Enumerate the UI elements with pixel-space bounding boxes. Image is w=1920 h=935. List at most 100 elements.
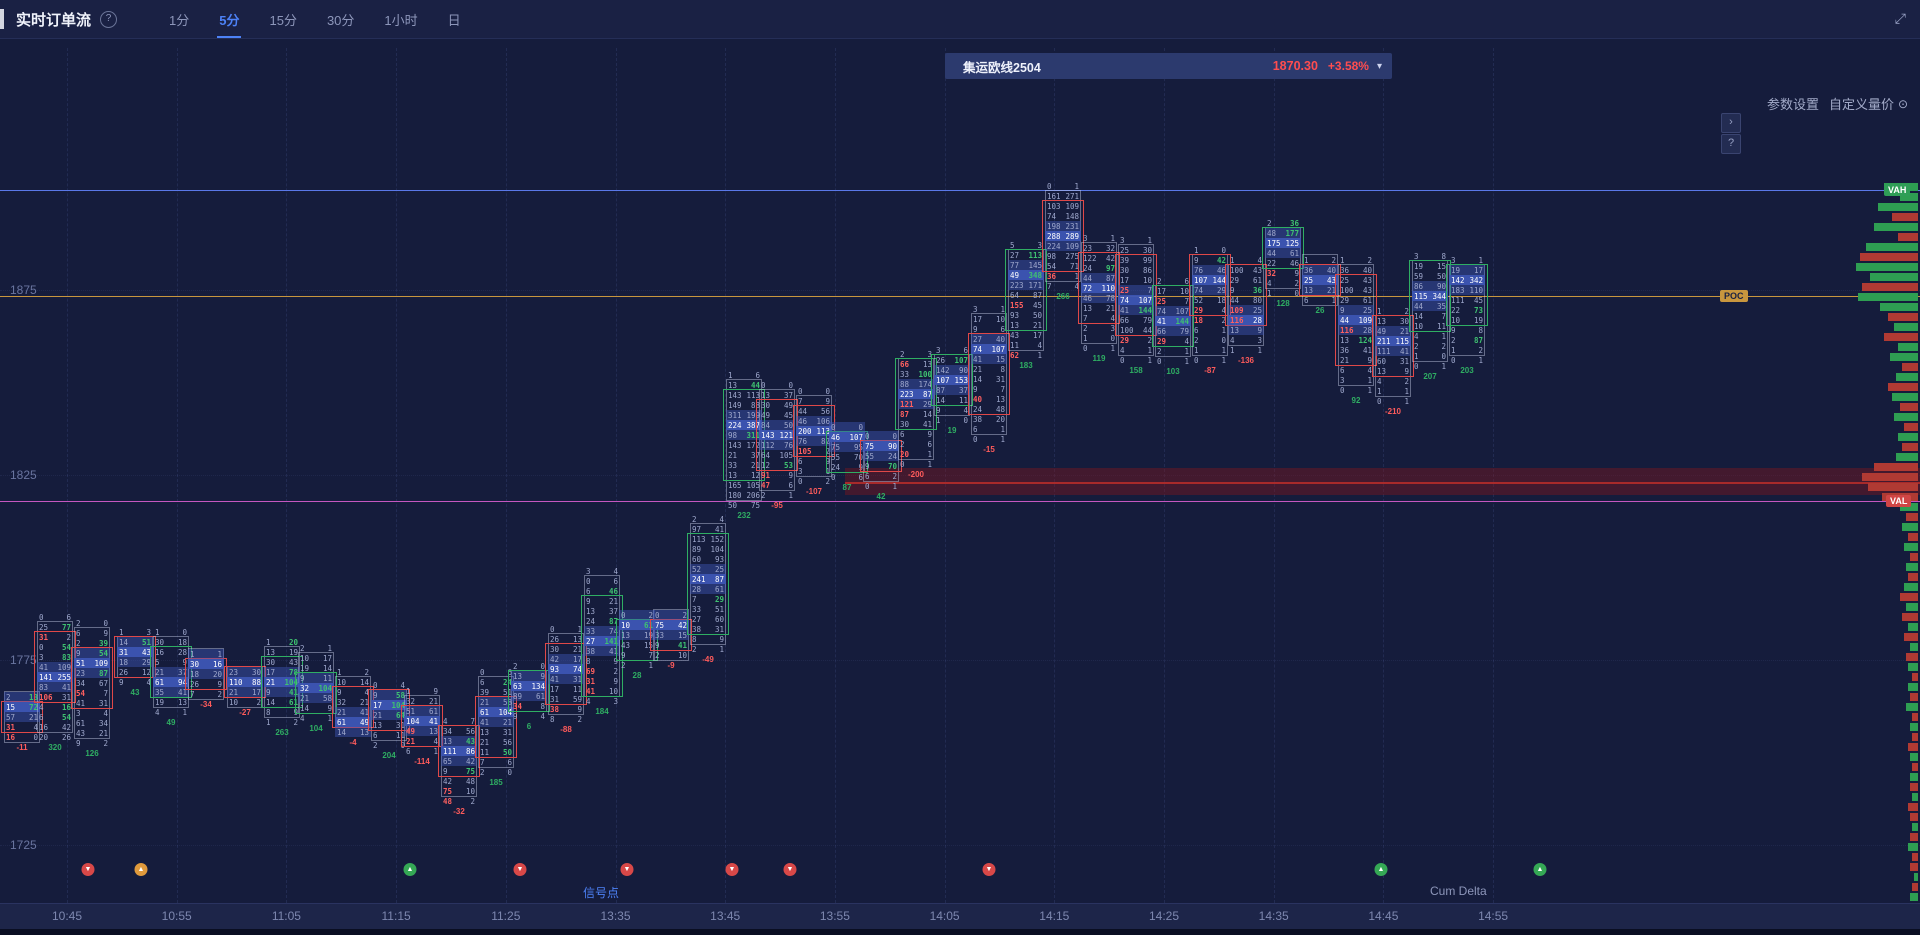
footprint-candle[interactable]: 1 0 30 18 16 28 5 9 21 37 61 94 35 41 19 13 4 1 49 <box>150 627 192 727</box>
footprint-candle[interactable]: 0 0 13 37 30 49 49 45 84 50 143 121 112 76 64 105 12 53 91… <box>756 380 798 510</box>
signal-marker-icon[interactable]: ▼ <box>725 863 739 876</box>
footprint-cell: 6 24 <box>480 677 512 687</box>
volume-profile-bar <box>1904 423 1918 431</box>
footprint-cell: 39 99 <box>1120 255 1152 265</box>
footprint-candle[interactable]: 0 1 26 13 30 21 42 17 93 74 41 31 17 11 31 59 38 9 8 2 -88 <box>545 624 587 734</box>
footprint-cell: 72 110 <box>1081 283 1117 293</box>
footprint-candle[interactable]: 3 1 23 32 122 42 24 97 44 87 72 110 46 78 13 21 7 4 2 3 1 0 0 1… <box>1078 233 1120 363</box>
left-edge-handle[interactable] <box>0 9 4 29</box>
footprint-candle[interactable]: 3 6 26 107 142 90 107 153 87 37 14 11 9 4 1 0 19 <box>931 345 973 435</box>
footprint-candle[interactable]: 0 2 75 42 33 15 9 41 2 10 -9 <box>650 609 692 670</box>
footprint-candle[interactable]: 1 3 14 51 31 43 18 29 26 12 9 4 43 <box>114 627 156 697</box>
footprint-cell: 43 15 <box>621 640 653 650</box>
footprint-candle[interactable]: 3 4 0 6 6 46 9 21 13 37 24 87 33 74 27 141 38 41 8 9 69 2 31 9 4… <box>581 566 623 716</box>
footprint-cell: 52 18 <box>1194 295 1226 305</box>
volume-profile-bar <box>1908 533 1918 541</box>
signal-marker-icon[interactable]: ▼ <box>81 863 95 876</box>
timeframe-tab-6[interactable]: 日 <box>447 12 461 28</box>
footprint-cell: 14 9 <box>300 703 332 713</box>
footprint-candle[interactable]: 3 1 25 30 39 99 30 86 17 10 25 7 74 107 41 144 66 79 100 44… <box>1115 235 1157 375</box>
footprint-candle[interactable]: 2 0 6 9 2 39 9 54 51 109 23 87 34 67 54 7 41 31 3 4 61 34 43 21… <box>71 618 113 758</box>
volume-profile-bar <box>1910 643 1918 651</box>
signal-marker-icon[interactable]: ▲ <box>1374 863 1388 876</box>
volume-profile-bar <box>1874 223 1918 231</box>
footprint-cell: 54 7 <box>76 688 108 698</box>
footprint-candle[interactable]: 1 2 36 40 25 43 100 43 29 61 9 25 44 109 116 28 13 124 36 4… <box>1335 255 1377 405</box>
footprint-cell: 54 71 <box>1047 261 1079 271</box>
footprint-candle[interactable]: 1 0 9 42 76 46 107 144 74 29 52 18 29 4 18 2 6 1 2 0 1 1 0 1 -87 <box>1189 245 1231 375</box>
footprint-candle[interactable]: 4 7 34 56 13 43 111 86 65 42 9 75 42 48 75 10 48 2 -32 <box>438 716 480 816</box>
candle-body <box>968 333 1010 415</box>
footprint-candle[interactable]: 0 2 10 61 13 19 43 15 9 7 2 1 28 <box>616 610 658 680</box>
footprint-rows: 0 2 75 42 33 15 9 41 2 10 <box>653 610 689 660</box>
timeframe-tab-2[interactable]: 5分 <box>217 0 242 38</box>
footprint-cell: 2 87 <box>1451 335 1483 345</box>
signal-marker-icon[interactable]: ▼ <box>982 863 996 876</box>
footprint-candle[interactable]: 23 30 110 88 21 17 10 2 -27 <box>224 666 266 717</box>
time-axis[interactable]: 10:45 10:55 11:05 11:15 11:25 13:35 13:45 13:55… <box>0 903 1920 930</box>
signal-marker-icon[interactable]: ▼ <box>783 863 797 876</box>
signal-marker-icon[interactable]: ▼ <box>513 863 527 876</box>
collapse-panel-button[interactable]: › <box>1721 113 1741 133</box>
footprint-rows: 1 6 13 44 143 113 149 88 311 199 224 387 98 311 143 172… <box>726 370 762 510</box>
footprint-candle[interactable]: 1 1 30 16 18 20 26 9 7 2 -34 <box>185 648 227 709</box>
footprint-candle[interactable]: 2 4 97 41 113 152 89 104 60 93 52 25 241 87 28 61 7 29 33 5… <box>687 514 729 664</box>
target-icon: ⊙ <box>1898 96 1909 111</box>
footprint-cell: 44 109 <box>1338 315 1374 325</box>
volume-profile-bar <box>1908 843 1918 851</box>
footprint-candle[interactable]: 1 9 32 21 51 61 104 41 49 13 21 4 6 1 -114 <box>401 686 443 766</box>
footprint-cell: 100 43 <box>1230 265 1262 275</box>
footprint-candle[interactable]: 2 0 13 9 63 134 89 61 34 8 9 4 6 <box>508 661 550 731</box>
candle-delta: 232 <box>737 511 751 520</box>
footprint-candle[interactable]: 3 1 17 10 9 6 27 40 74 107 41 15 21 8 14 31 9 7 40 13 24 48 38… <box>968 304 1010 454</box>
expand-icon[interactable]: ⤢ <box>1894 10 1906 26</box>
footprint-candle[interactable]: 1 2 10 14 9 4 32 21 21 41 61 49 14 13 -4 <box>332 667 374 747</box>
footprint-candle[interactable]: 0 6 25 77 31 2 0 54 3 83 41 109 141 255 83 41 106 31 4 16 6 5… <box>34 612 76 752</box>
footprint-candle[interactable]: 2 1 10 17 19 14 9 11 32 104 21 58 14 9 4 1 104 <box>295 643 337 733</box>
footprint-candle[interactable]: 0 0 46 107 75 95 55 70 24 9 0 6 87 <box>826 422 868 492</box>
footprint-candle[interactable]: 1 20 13 19 30 43 17 78 21 104 9 41 14 61 8 9 1 2 263 <box>261 637 303 737</box>
footprint-candle[interactable]: 2 13 15 72 57 21 31 4 16 0 -11 <box>1 691 43 752</box>
panel-help-button[interactable]: ? <box>1721 134 1741 154</box>
footprint-candle[interactable]: 1 6 13 44 143 113 149 88 311 199 224 387 98 311 143 172… <box>723 370 765 520</box>
instrument-selector[interactable]: 集运欧线2504 1870.30 +3.58% ▾ <box>945 53 1392 79</box>
footprint-candle[interactable]: 2 36 48 177 175 125 44 61 22 46 32 9 4 2 1 0 128 <box>1262 218 1304 308</box>
signal-marker-icon[interactable]: ▲ <box>134 863 148 876</box>
footprint-candle[interactable]: 1 2 36 40 25 43 13 21 6 1 26 <box>1299 254 1341 315</box>
timeframe-tab-1[interactable]: 1分 <box>169 12 190 28</box>
volume-profile-bar <box>1866 243 1918 251</box>
footprint-candle[interactable]: 3 1 19 17 142 342 183 110 111 45 22 73 10 19 9 8 2 87 1 2 0 1… <box>1446 255 1488 375</box>
footprint-candle[interactable]: 2 3 66 13 33 100 88 174 223 87 121 29 87 14 30 41 6 9 2 6 20… <box>895 349 937 479</box>
price-gridline <box>0 845 1920 846</box>
signal-marker-icon[interactable]: ▲ <box>403 863 417 876</box>
footprint-cell: 11 50 <box>480 747 512 757</box>
signal-marker-icon[interactable]: ▲ <box>1533 863 1547 876</box>
footprint-candle[interactable]: 0 4 9 58 17 104 21 64 13 31 6 11 2 0 204 <box>368 680 410 760</box>
timeframe-tab-4[interactable]: 30分 <box>326 12 355 28</box>
footprint-cell: 107 153 <box>934 375 970 385</box>
footprint-candle[interactable]: 1 4 100 43 29 61 9 36 44 80 109 25 116 28 13 9 4 3 1 1 -136 <box>1225 255 1267 365</box>
settings-link[interactable]: 参数设置 <box>1767 97 1820 112</box>
timeframe-tab-3[interactable]: 15分 <box>269 12 297 28</box>
footprint-candle[interactable]: 2 6 17 10 25 7 74 107 41 144 66 79 29 4 2 1 0 1 103 <box>1152 276 1194 376</box>
footprint-candle[interactable]: 1 2 13 30 49 21 211 115 111 41 60 31 13 9 4 2 1 1 0 1 -210 <box>1372 306 1414 416</box>
signal-marker-icon[interactable]: ▼ <box>620 863 634 876</box>
help-icon[interactable]: ? <box>100 10 118 28</box>
footprint-candle[interactable]: 5 3 27 113 77 145 49 348 223 171 64 87 155 45 93 50 13 21… <box>1005 240 1047 370</box>
value-area-box <box>971 313 1007 435</box>
footprint-cell: 26 12 <box>119 667 151 677</box>
footprint-cell: 33 74 <box>584 626 620 636</box>
footprint-candle[interactable]: 0 1 161 271 103 109 74 148 198 231 288 289 224 109 98 2… <box>1042 181 1084 301</box>
footprint-cell: 33 15 <box>653 630 689 640</box>
timeframe-tab-5[interactable]: 1小时 <box>384 12 418 28</box>
custom-volume-link[interactable]: 自定义量价 ⊙ <box>1829 94 1908 113</box>
footprint-candle[interactable]: 0 6 6 24 39 51 21 58 61 104 41 21 13 31 21 56 11 50 7 6 2 0 18… <box>475 667 517 787</box>
footprint-candle[interactable]: 0 0 75 90 55 24 9 70 6 2 0 1 42 <box>860 431 902 501</box>
time-gridline <box>615 48 617 903</box>
footprint-candle[interactable]: 3 8 19 15 59 50 86 90 115 344 44 35 14 7 10 11 4 1 2 2 1 0 0 1 2… <box>1409 251 1451 381</box>
candle-delta: 185 <box>489 778 503 787</box>
